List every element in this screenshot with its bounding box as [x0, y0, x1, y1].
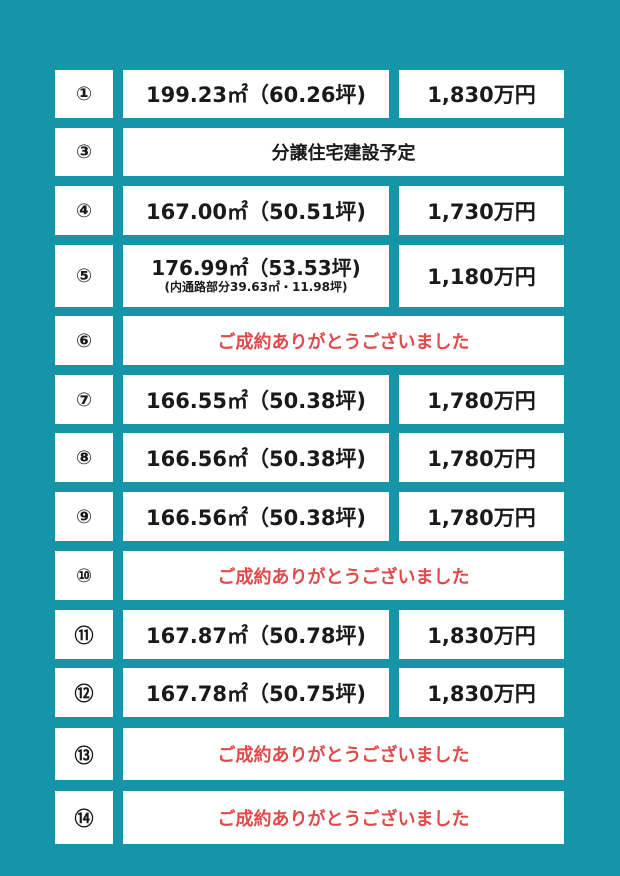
lot-area: 167.78㎡（50.75坪) — [123, 668, 389, 717]
lot-area: 166.56㎡（50.38坪) — [123, 492, 389, 541]
lot-row: ⑭ ご成約ありがとうございました — [55, 791, 564, 844]
lot-area: 199.23㎡（60.26坪) — [123, 70, 389, 118]
sold-message: ご成約ありがとうございました — [123, 316, 564, 365]
lot-row: ③ 分譲住宅建設予定 — [55, 128, 564, 176]
sold-message: ご成約ありがとうございました — [123, 728, 564, 780]
lot-number: ⑬ — [55, 728, 113, 780]
lot-price: 1,780万円 — [399, 433, 564, 482]
lot-number: ⑥ — [55, 316, 113, 365]
lot-number: ④ — [55, 186, 113, 235]
lot-price: 1,830万円 — [399, 668, 564, 717]
lot-number: ③ — [55, 128, 113, 176]
sold-message: ご成約ありがとうございました — [123, 791, 564, 844]
lot-row: ⑫ 167.78㎡（50.75坪) 1,830万円 — [55, 668, 564, 717]
lot-number: ① — [55, 70, 113, 118]
lot-area-main: 176.99㎡（53.53坪) — [151, 256, 361, 281]
lot-number: ⑦ — [55, 375, 113, 424]
lot-row: ⑩ ご成約ありがとうございました — [55, 551, 564, 600]
lot-area: 167.00㎡（50.51坪) — [123, 186, 389, 235]
lot-price: 1,830万円 — [399, 610, 564, 659]
lot-area: 166.56㎡（50.38坪) — [123, 433, 389, 482]
lot-number: ⑤ — [55, 245, 113, 307]
lot-row: ① 199.23㎡（60.26坪) 1,830万円 — [55, 70, 564, 118]
lot-number: ⑨ — [55, 492, 113, 541]
lot-area: 166.55㎡（50.38坪) — [123, 375, 389, 424]
lot-number: ⑩ — [55, 551, 113, 600]
lot-price: 1,730万円 — [399, 186, 564, 235]
lot-number: ⑭ — [55, 791, 113, 844]
lot-note: 分譲住宅建設予定 — [123, 128, 564, 176]
lot-row: ⑬ ご成約ありがとうございました — [55, 728, 564, 780]
lot-row: ⑪ 167.87㎡（50.78坪) 1,830万円 — [55, 610, 564, 659]
lot-price: 1,780万円 — [399, 492, 564, 541]
lot-number: ⑫ — [55, 668, 113, 717]
lot-row: ⑧ 166.56㎡（50.38坪) 1,780万円 — [55, 433, 564, 482]
lot-area: 176.99㎡（53.53坪) (内通路部分39.63㎡・11.98坪) — [123, 245, 389, 307]
lot-area: 167.87㎡（50.78坪) — [123, 610, 389, 659]
lot-row: ⑥ ご成約ありがとうございました — [55, 316, 564, 365]
lot-row: ⑦ 166.55㎡（50.38坪) 1,780万円 — [55, 375, 564, 424]
lot-number: ⑧ — [55, 433, 113, 482]
lot-area-note: (内通路部分39.63㎡・11.98坪) — [164, 280, 348, 295]
lot-price: 1,830万円 — [399, 70, 564, 118]
lot-number: ⑪ — [55, 610, 113, 659]
lot-row: ⑨ 166.56㎡（50.38坪) 1,780万円 — [55, 492, 564, 541]
sold-message: ご成約ありがとうございました — [123, 551, 564, 600]
lot-price: 1,780万円 — [399, 375, 564, 424]
lot-price: 1,180万円 — [399, 245, 564, 307]
lot-row: ⑤ 176.99㎡（53.53坪) (内通路部分39.63㎡・11.98坪) 1… — [55, 245, 564, 307]
lot-row: ④ 167.00㎡（50.51坪) 1,730万円 — [55, 186, 564, 235]
